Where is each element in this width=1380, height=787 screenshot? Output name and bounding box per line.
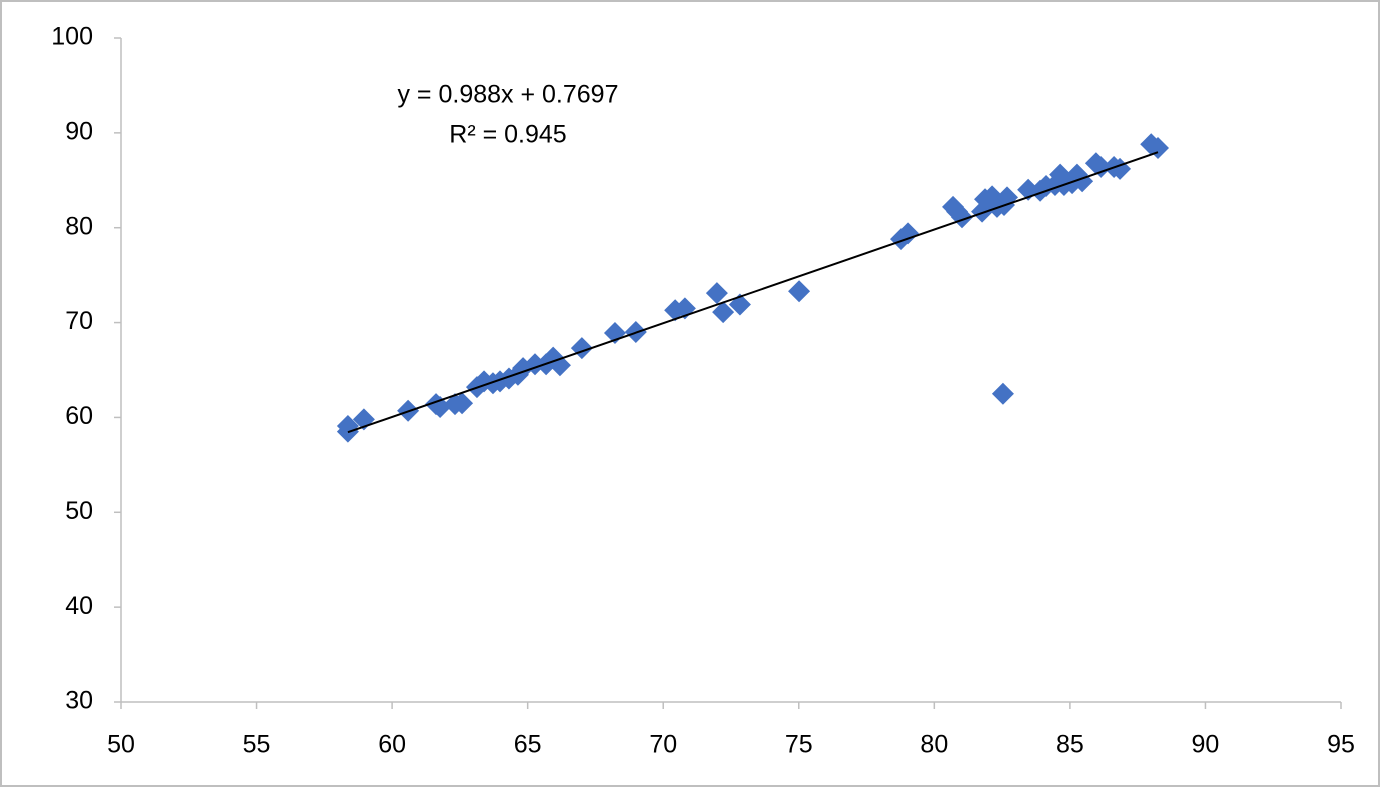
point xyxy=(897,222,920,245)
y-tick-label: 100 xyxy=(51,23,93,51)
point xyxy=(788,280,811,303)
y-tick-label: 50 xyxy=(65,497,93,525)
x-tick-label: 80 xyxy=(920,731,948,759)
annotation: y = 0.988x + 0.7697 xyxy=(397,81,618,109)
annotation: R² = 0.945 xyxy=(449,121,566,149)
trendline xyxy=(347,151,1159,434)
point xyxy=(705,282,728,305)
x-tick-label: 65 xyxy=(514,731,542,759)
y-tick-label: 30 xyxy=(65,687,93,715)
x-tick-label: 70 xyxy=(649,731,677,759)
x-tick-label: 90 xyxy=(1192,731,1220,759)
point xyxy=(336,414,359,437)
x-tick-label: 60 xyxy=(378,731,406,759)
point xyxy=(712,301,735,324)
point xyxy=(1090,156,1113,179)
x-tick-label: 95 xyxy=(1327,731,1355,759)
y-tick-label: 60 xyxy=(65,402,93,430)
y-tick-label: 90 xyxy=(65,117,93,145)
x-tick-label: 75 xyxy=(785,731,813,759)
point xyxy=(497,367,520,390)
x-tick-label: 55 xyxy=(243,731,271,759)
y-tick-label: 70 xyxy=(65,307,93,335)
point xyxy=(991,382,1014,405)
y-tick-label: 80 xyxy=(65,212,93,240)
y-tick-label: 40 xyxy=(65,592,93,620)
x-tick-label: 85 xyxy=(1056,731,1084,759)
point xyxy=(451,392,474,415)
x-tick-label: 50 xyxy=(107,731,135,759)
point xyxy=(548,354,571,377)
